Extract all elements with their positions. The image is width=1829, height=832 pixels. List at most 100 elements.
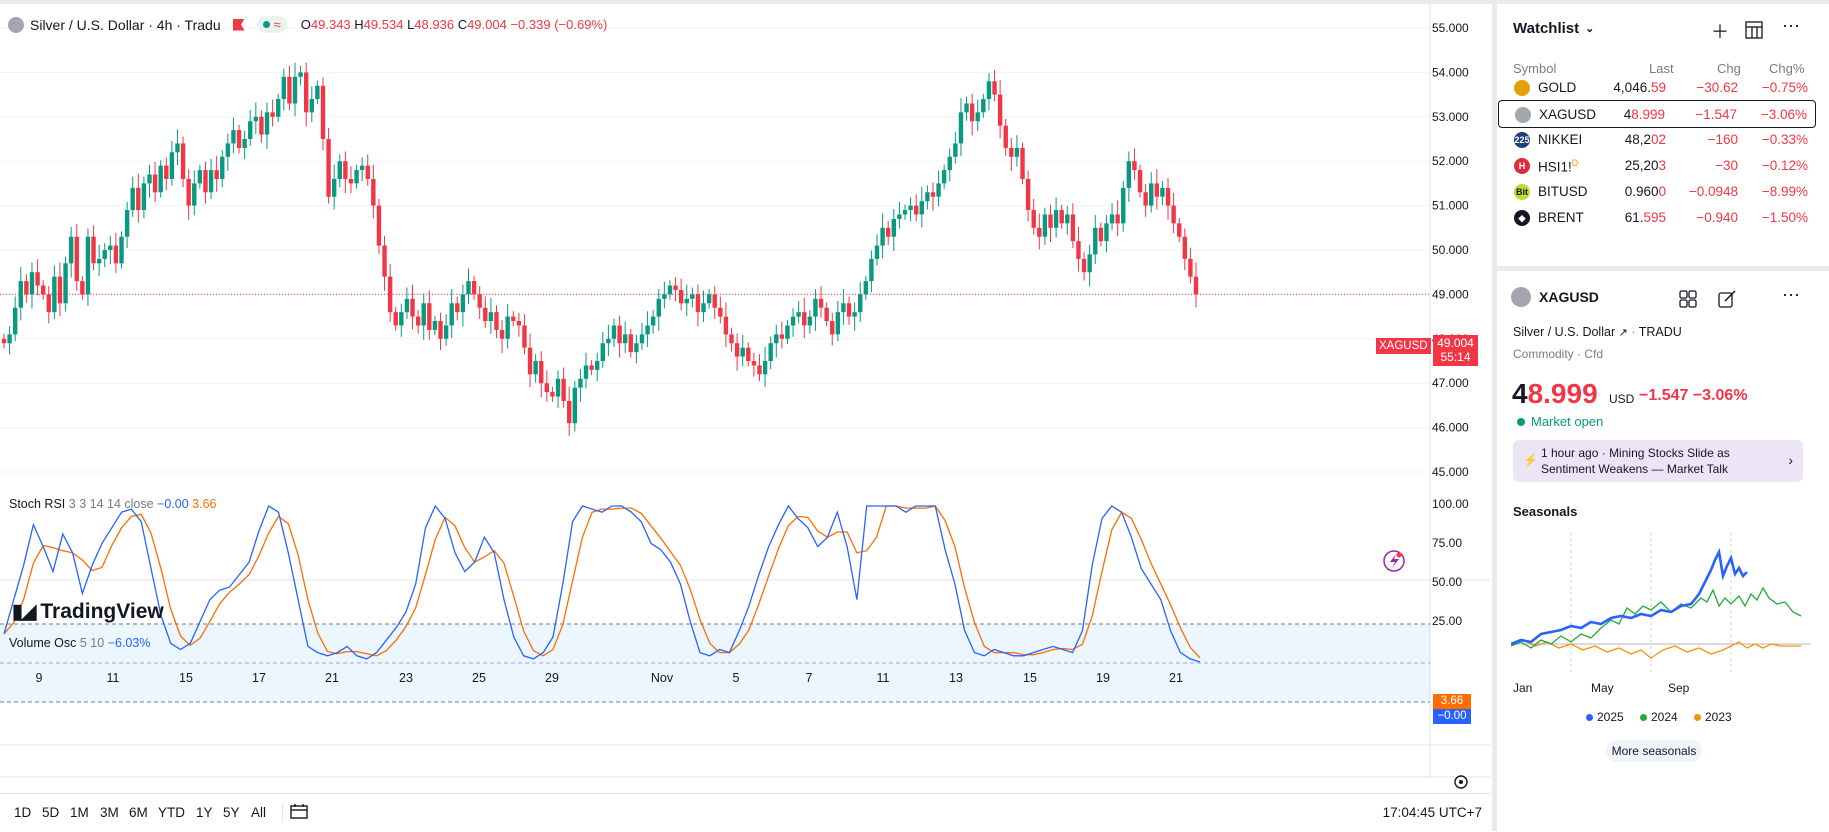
- news-card[interactable]: ⚡ 1 hour ago · Mining Stocks Slide as Se…: [1513, 440, 1803, 482]
- legend-2024[interactable]: 2024: [1640, 710, 1678, 724]
- candle-body: [152, 174, 158, 193]
- candle-body: [533, 361, 538, 375]
- candle-body: [746, 347, 751, 361]
- candle-body: [57, 276, 63, 304]
- timeframe-1d[interactable]: 1D: [14, 805, 32, 820]
- timeframe-3m[interactable]: 3M: [100, 805, 119, 820]
- tradingview-logo[interactable]: ▮◢ TradingView: [12, 599, 164, 624]
- candle-body: [309, 99, 314, 113]
- details-change: −1.547 −3.06%: [1639, 387, 1748, 404]
- price-axis[interactable]: 55.000 54.000 53.000 52.000 51.000 50.000 49.0…: [1432, 21, 1469, 479]
- settings-gear-icon[interactable]: [1454, 775, 1468, 789]
- edit-note-icon[interactable]: [1718, 290, 1736, 308]
- candle-body: [964, 103, 969, 113]
- watchlist-row-xagusd[interactable]: XAGUSD 48.999 −1.547 −3.06%: [1498, 100, 1816, 128]
- market-status-pill[interactable]: ≈: [256, 16, 287, 33]
- external-link-icon[interactable]: ↗: [1618, 327, 1628, 339]
- timeframe-1m[interactable]: 1M: [70, 805, 89, 820]
- symbol-title[interactable]: Silver / U.S. Dollar · 4h · Tradu: [30, 16, 221, 33]
- legend-2023[interactable]: 2023: [1694, 710, 1732, 724]
- candle-body: [393, 312, 398, 326]
- legend-2025[interactable]: 2025: [1586, 710, 1624, 724]
- details-header[interactable]: XAGUSD: [1511, 287, 1599, 307]
- candle-body: [835, 312, 841, 335]
- candle-body: [499, 329, 505, 339]
- advanced-view-icon[interactable]: [1745, 21, 1763, 39]
- more-options-icon[interactable]: ⋯: [1782, 16, 1800, 36]
- candle-body: [1059, 210, 1064, 224]
- watchlist-row-brent[interactable]: ◆ BRENT 61.595 −0.940 −1.50%: [1498, 204, 1816, 232]
- candle-body: [869, 258, 874, 282]
- col-chg-percent[interactable]: Chg%: [1769, 61, 1805, 76]
- timeframe-6m[interactable]: 6M: [129, 805, 148, 820]
- seasonals-chart[interactable]: [1511, 532, 1811, 678]
- col-chg[interactable]: Chg: [1717, 61, 1741, 76]
- candle-body: [611, 325, 617, 339]
- candle-body: [852, 312, 857, 317]
- watchlist-row-bitusd[interactable]: Bit BITUSD 0.9600 −0.0948 −8.99%: [1498, 178, 1816, 206]
- candle-body: [712, 294, 717, 308]
- candle-body: [1177, 223, 1182, 237]
- details-full-name[interactable]: Silver / U.S. Dollar ↗ · TRADU: [1513, 325, 1682, 339]
- date-range-calendar-icon[interactable]: [290, 803, 308, 819]
- chart-panel[interactable]: 55.000 54.000 53.000 52.000 51.000 50.000 49.0…: [0, 4, 1490, 793]
- chart-canvas[interactable]: 55.000 54.000 53.000 52.000 51.000 50.000 49.0…: [0, 4, 1490, 793]
- time-tick-label: 15: [1023, 671, 1037, 685]
- candle-body: [1025, 178, 1031, 211]
- layout-grid-icon[interactable]: [1679, 290, 1697, 308]
- timeframe-all[interactable]: All: [251, 805, 267, 820]
- timeframe-1y[interactable]: 1Y: [196, 805, 213, 820]
- watchlist-row-hsi1[interactable]: H HSI1!D 25,203 −30 −0.12%: [1498, 152, 1816, 180]
- alert-lightning-icon[interactable]: [1383, 550, 1405, 572]
- candle-body: [1137, 170, 1143, 193]
- add-symbol-icon[interactable]: ＋: [1711, 22, 1729, 42]
- timeframe-5y[interactable]: 5Y: [223, 805, 240, 820]
- candle-body: [477, 294, 482, 308]
- candle-body: [606, 338, 611, 344]
- price-tick-label: 45.000: [1432, 465, 1469, 479]
- seasonals-title[interactable]: Seasonals: [1513, 504, 1578, 519]
- watchlist-chg-percent: −1.50%: [1761, 210, 1808, 225]
- watchlist-title[interactable]: Watchlist ⌄: [1513, 20, 1595, 37]
- volume-osc-legend[interactable]: Volume Osc 5 10 −6.03%: [9, 636, 150, 650]
- current-price-value: 49.004: [1437, 336, 1474, 350]
- watchlist-symbol: GOLD: [1538, 80, 1577, 95]
- stoch-name: Stoch RSI: [9, 497, 66, 511]
- watchlist-row-nikkei[interactable]: 225 NIKKEI 48,202 −160 −0.33%: [1498, 126, 1816, 154]
- candle-body: [410, 298, 415, 317]
- candle-body: [908, 205, 913, 211]
- watchlist-chg: −30.62: [1696, 80, 1738, 95]
- col-symbol[interactable]: Symbol: [1513, 61, 1557, 76]
- time-axis[interactable]: 9 11 15 17 21 23 25 29 Nov 5 7 11 13 15 19 21: [36, 671, 1183, 685]
- col-last[interactable]: Last: [1649, 61, 1674, 76]
- candle-body: [432, 321, 438, 330]
- timeframe-5d[interactable]: 5D: [42, 805, 60, 820]
- candle-body: [225, 143, 231, 157]
- symbol-legend[interactable]: Silver / U.S. Dollar · 4h · Tradu ≈ O49.…: [8, 16, 607, 33]
- candle-body: [113, 245, 119, 264]
- details-currency: USD: [1609, 392, 1635, 406]
- candle-body: [276, 99, 281, 117]
- flag-icon[interactable]: [232, 18, 245, 31]
- watchlist-last: 0.9600: [1624, 184, 1666, 199]
- stoch-d-line: [3, 505, 1201, 659]
- candle-body: [656, 298, 661, 317]
- utc-clock[interactable]: 17:04:45 UTC+7: [1382, 805, 1482, 820]
- stoch-rsi-legend[interactable]: Stoch RSI 3 3 14 14 close −0.00 3.66: [9, 497, 217, 511]
- watchlist-symbol: XAGUSD: [1539, 107, 1597, 122]
- watchlist-row-gold[interactable]: GOLD 4,046.59 −30.62 −0.75%: [1498, 74, 1816, 102]
- candle-body: [130, 187, 135, 211]
- more-seasonals-button[interactable]: More seasonals: [1606, 740, 1702, 762]
- candle-body: [807, 316, 813, 326]
- stoch-tick-label: 100.00: [1432, 497, 1469, 511]
- candle-body: [919, 201, 924, 215]
- candle-body: [622, 334, 628, 344]
- candle-body: [1165, 187, 1171, 206]
- stoch-d-badge: 3.66: [1433, 694, 1471, 709]
- candle-body: [1188, 258, 1193, 277]
- details-more-icon[interactable]: ⋯: [1782, 285, 1800, 305]
- timeframe-ytd[interactable]: YTD: [158, 805, 185, 820]
- candle-body: [1042, 214, 1048, 237]
- candle-body: [108, 245, 113, 250]
- price-tick-label: 51.000: [1432, 199, 1469, 213]
